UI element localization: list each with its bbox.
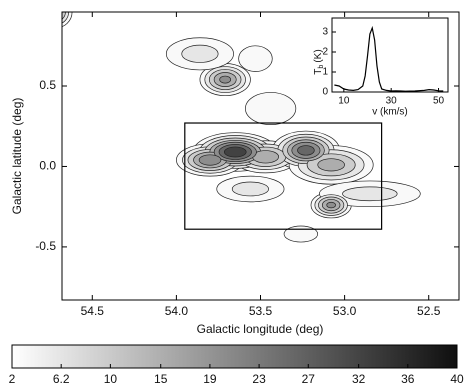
x-axis-label: Galactic longitude (deg) — [197, 322, 324, 336]
x-tick-label: 52.5 — [417, 304, 441, 318]
contour — [198, 154, 222, 166]
inset-x-tick-label: 10 — [338, 96, 350, 107]
contour — [231, 181, 269, 197]
inset-y-label: Tb (K) — [313, 49, 325, 74]
colorbar-tick-label: 15 — [154, 372, 168, 386]
contour — [238, 45, 273, 72]
inset-x-tick-label: 50 — [433, 96, 445, 107]
contour — [297, 145, 315, 156]
inset-y-label-main: T — [313, 69, 324, 75]
colorbar-tick-label: 19 — [203, 372, 217, 386]
spectrum-line — [334, 25, 444, 92]
colorbar-tick-label: 2 — [9, 372, 16, 386]
contour — [219, 75, 232, 84]
colorbar-tick-label: 10 — [104, 372, 118, 386]
colorbar-tick-label: 32 — [352, 372, 366, 386]
colorbar — [11, 344, 458, 369]
inset-x-label: v (km/s) — [372, 107, 408, 118]
contour — [223, 146, 247, 158]
inset-frame — [331, 17, 449, 93]
region-box — [184, 122, 383, 230]
inset-y-tick-label: 0 — [322, 87, 328, 98]
contour — [283, 225, 319, 243]
colorbar-tick-label: 23 — [252, 372, 266, 386]
x-tick-label: 54.5 — [81, 304, 105, 318]
y-axis-label: Galactic latitude (deg) — [10, 98, 24, 215]
x-tick-label: 53.0 — [333, 304, 357, 318]
colorbar-tick-label: 27 — [302, 372, 316, 386]
y-tick-label: 0.5 — [39, 78, 56, 92]
contour — [62, 12, 63, 14]
contour-map — [62, 12, 421, 243]
colorbar-tick-label: 36 — [401, 372, 415, 386]
contour — [317, 158, 345, 172]
x-tick-label: 54.0 — [165, 304, 189, 318]
contour — [181, 44, 219, 63]
colorbar-tick-label: 40 — [450, 372, 464, 386]
inset-y-label-unit: (K) — [313, 49, 324, 62]
inset-y-tick-label: 2 — [322, 47, 328, 58]
y-tick-label: 0.0 — [39, 159, 56, 173]
inset-y-tick-label: 3 — [322, 27, 328, 38]
inset-y-label-sub: b — [318, 65, 325, 69]
colorbar-tick-label: 6.2 — [53, 372, 70, 386]
inset-y-tick-label: 1 — [322, 67, 328, 78]
x-tick-label: 53.5 — [249, 304, 273, 318]
inset-x-tick-label: 30 — [386, 96, 398, 107]
contour — [326, 201, 336, 209]
contour — [342, 186, 398, 202]
contour — [245, 92, 297, 125]
contour — [62, 12, 66, 20]
y-tick-label: -0.5 — [35, 239, 56, 253]
